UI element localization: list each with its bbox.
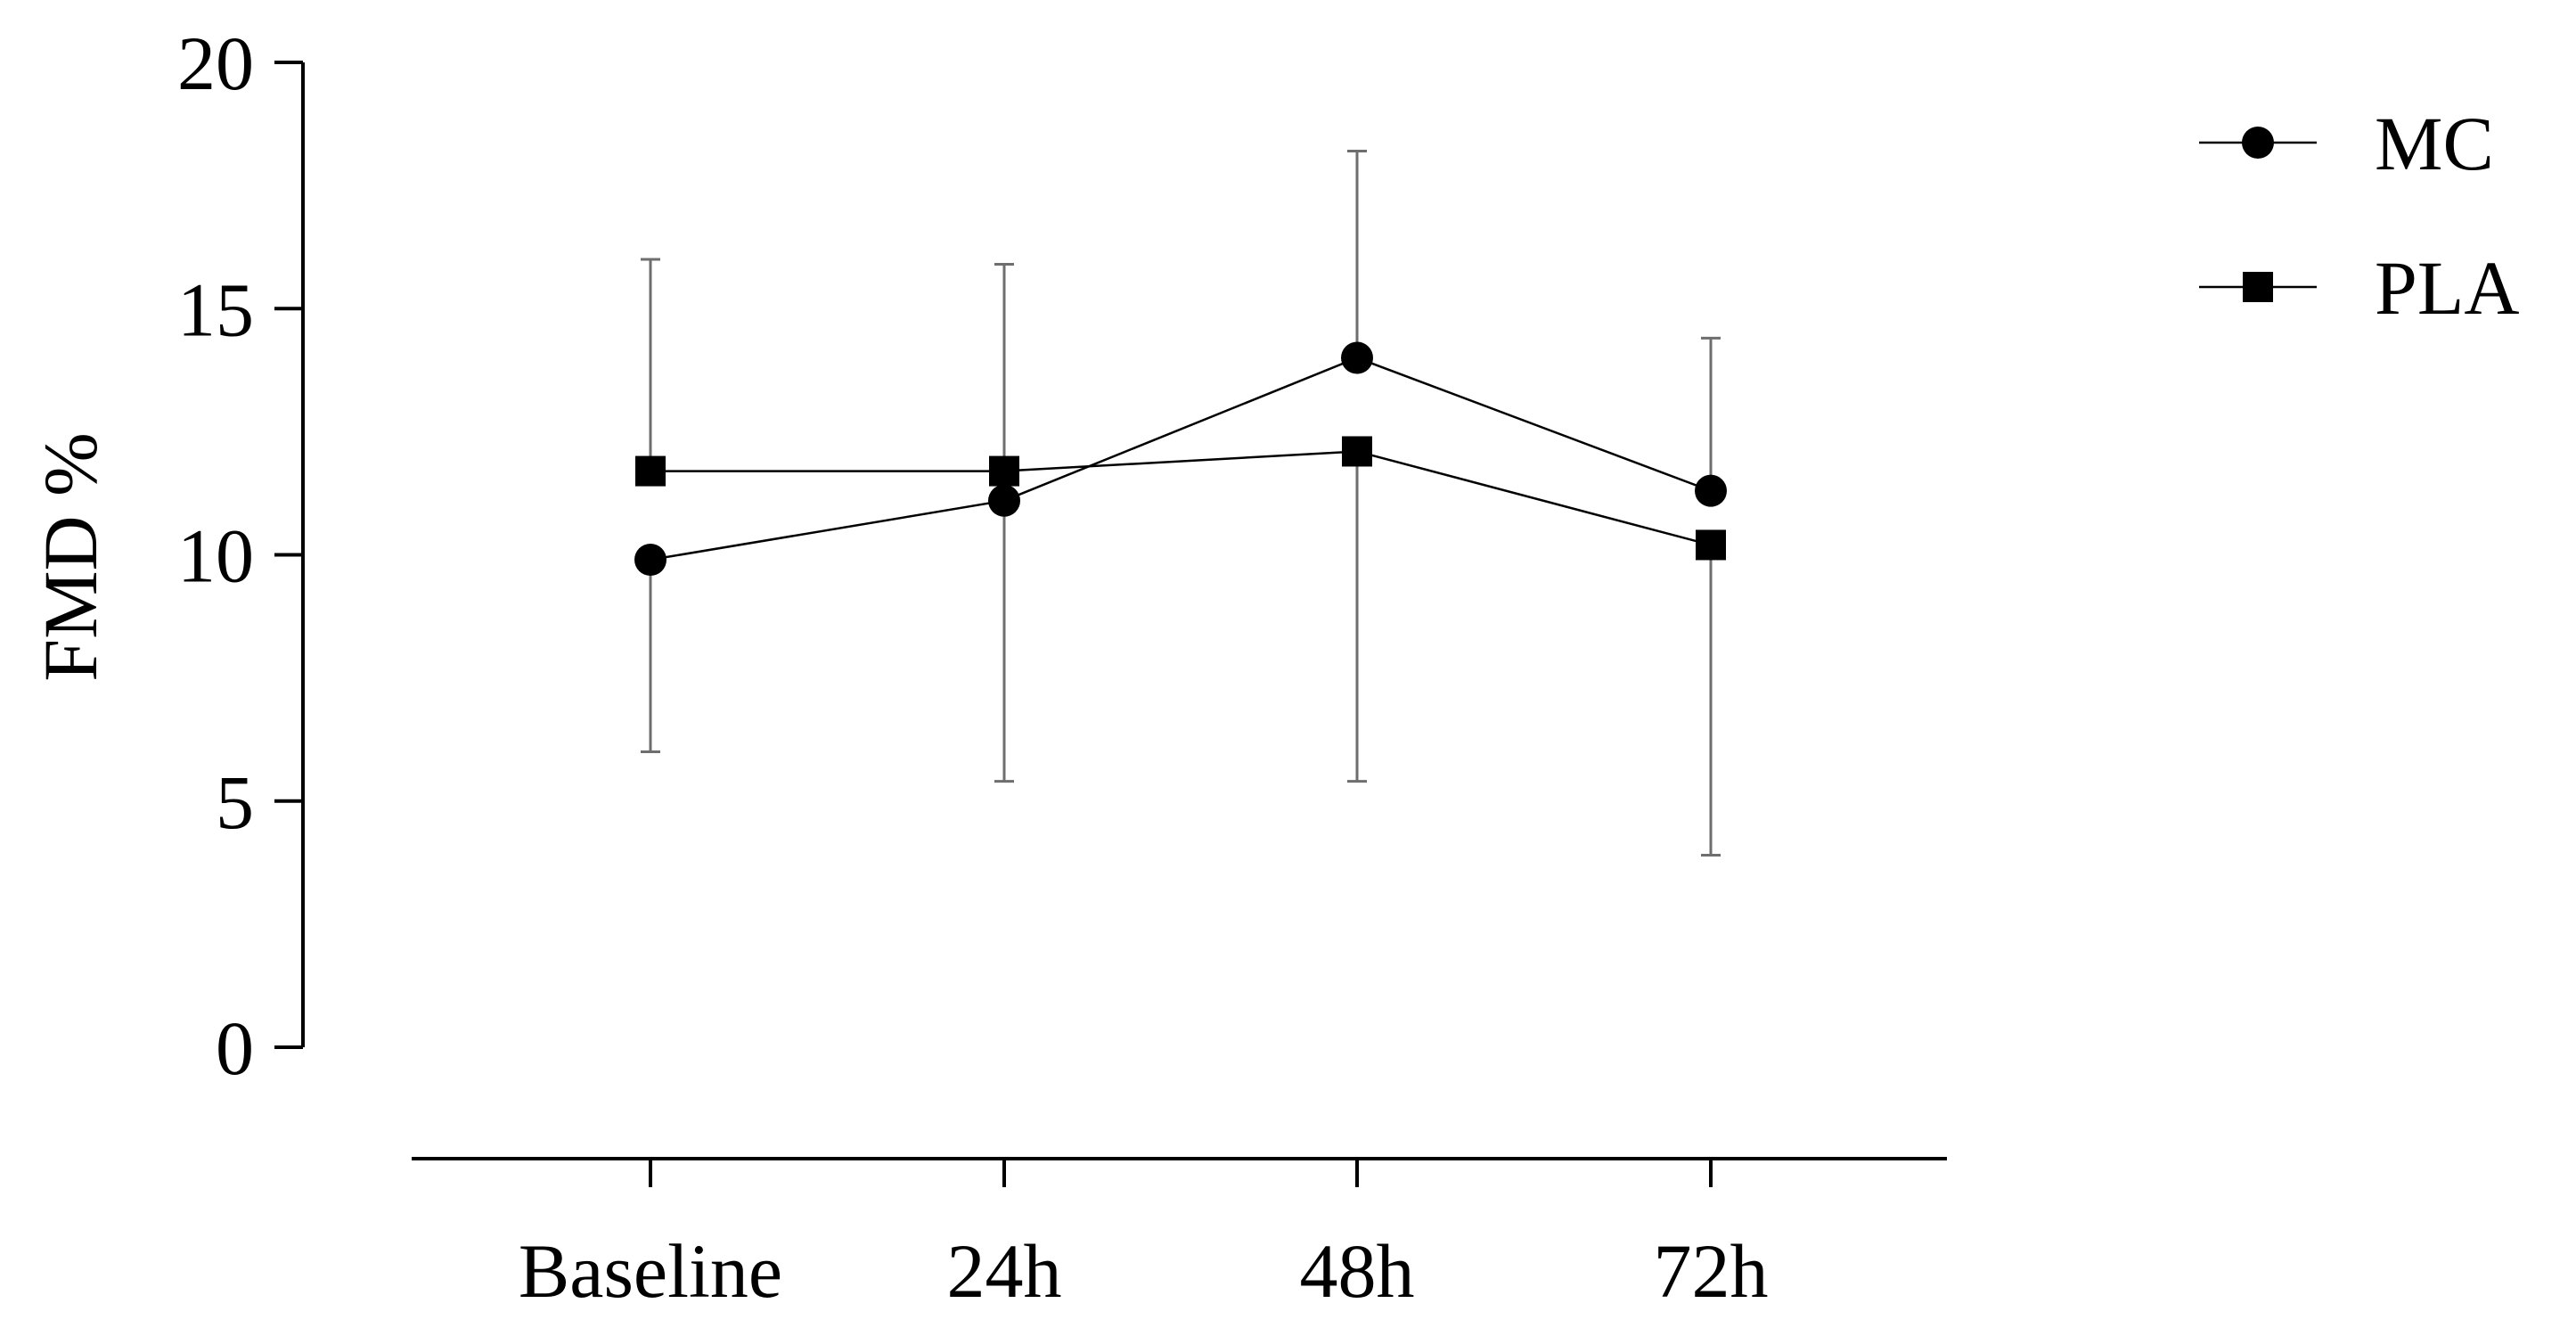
y-tick-label: 5 — [216, 759, 254, 845]
legend-label: PLA — [2375, 245, 2519, 331]
marker-pla — [635, 455, 666, 487]
marker-pla — [1696, 529, 1726, 561]
y-tick-label: 20 — [177, 20, 254, 106]
series-lines — [650, 357, 1712, 562]
marker-mc — [634, 544, 666, 577]
marker-mc — [1341, 341, 1373, 374]
legend-label: MC — [2375, 101, 2494, 186]
marker-mc — [1695, 474, 1727, 507]
y-axis: 0 5 10 15 20 — [177, 20, 305, 1091]
legend-marker-mc — [2242, 127, 2274, 159]
legend-marker-pla — [2243, 272, 2273, 302]
x-tick-label: 72h — [1654, 1228, 1769, 1314]
data-markers — [634, 341, 1727, 577]
y-axis-label: FMD % — [28, 432, 113, 682]
legend: MC PLA — [2199, 101, 2519, 331]
x-axis: Baseline 24h 48h 72h — [412, 1157, 1947, 1314]
series-line-mc — [650, 357, 1712, 562]
y-tick-label: 10 — [177, 513, 254, 599]
y-tick-label: 0 — [216, 1005, 254, 1091]
marker-pla — [989, 455, 1019, 487]
y-tick-label: 15 — [177, 266, 254, 352]
x-tick-label: 48h — [1300, 1228, 1415, 1314]
x-tick-label: 24h — [947, 1228, 1062, 1314]
series-line-pla — [650, 450, 1712, 546]
error-bars — [641, 149, 1721, 857]
marker-mc — [988, 484, 1020, 517]
x-tick-label: Baseline — [519, 1228, 782, 1314]
marker-pla — [1342, 436, 1372, 467]
